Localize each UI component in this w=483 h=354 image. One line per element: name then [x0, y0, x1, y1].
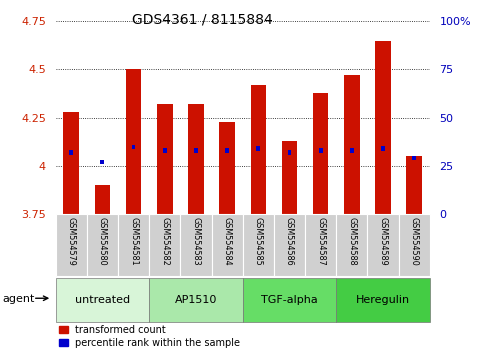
- Text: GSM554585: GSM554585: [254, 217, 263, 266]
- Legend: transformed count, percentile rank within the sample: transformed count, percentile rank withi…: [58, 324, 242, 349]
- Bar: [336, 278, 430, 322]
- Bar: [188, 104, 204, 214]
- Bar: [242, 214, 274, 276]
- Bar: [126, 69, 142, 214]
- Bar: [375, 40, 391, 214]
- Bar: [368, 214, 398, 276]
- Bar: [412, 156, 416, 160]
- Bar: [274, 214, 305, 276]
- Text: GSM554589: GSM554589: [379, 217, 387, 266]
- Bar: [118, 214, 149, 276]
- Text: Heregulin: Heregulin: [356, 295, 410, 305]
- Text: GSM554581: GSM554581: [129, 217, 138, 266]
- Bar: [149, 278, 242, 322]
- Bar: [305, 214, 336, 276]
- Text: untreated: untreated: [75, 295, 130, 305]
- Text: GSM554586: GSM554586: [285, 217, 294, 266]
- Text: GSM554582: GSM554582: [160, 217, 169, 266]
- Text: GDS4361 / 8115884: GDS4361 / 8115884: [132, 12, 273, 27]
- Bar: [194, 148, 198, 153]
- Bar: [63, 112, 79, 214]
- Text: GSM554580: GSM554580: [98, 217, 107, 266]
- Bar: [282, 141, 298, 214]
- Bar: [336, 214, 368, 276]
- Bar: [251, 85, 266, 214]
- Bar: [381, 147, 385, 151]
- Bar: [219, 121, 235, 214]
- Bar: [56, 214, 87, 276]
- Bar: [398, 214, 430, 276]
- Bar: [132, 144, 135, 149]
- Bar: [242, 278, 336, 322]
- Bar: [287, 150, 291, 155]
- Bar: [56, 278, 149, 322]
- Bar: [163, 148, 167, 153]
- Bar: [256, 147, 260, 151]
- Text: GSM554583: GSM554583: [191, 217, 200, 266]
- Text: GSM554587: GSM554587: [316, 217, 325, 266]
- Bar: [313, 93, 328, 214]
- Text: GSM554588: GSM554588: [347, 217, 356, 266]
- Text: agent: agent: [2, 294, 35, 304]
- Bar: [157, 104, 172, 214]
- Text: GSM554579: GSM554579: [67, 217, 76, 266]
- Bar: [149, 214, 180, 276]
- Bar: [69, 150, 73, 155]
- Bar: [100, 160, 104, 164]
- Bar: [180, 214, 212, 276]
- Bar: [212, 214, 242, 276]
- Bar: [319, 148, 323, 153]
- Bar: [87, 214, 118, 276]
- Text: GSM554584: GSM554584: [223, 217, 232, 266]
- Text: TGF-alpha: TGF-alpha: [261, 295, 318, 305]
- Bar: [95, 185, 110, 214]
- Bar: [344, 75, 360, 214]
- Text: AP1510: AP1510: [175, 295, 217, 305]
- Text: GSM554590: GSM554590: [410, 217, 419, 266]
- Bar: [407, 156, 422, 214]
- Bar: [225, 148, 229, 153]
- Bar: [350, 148, 354, 153]
